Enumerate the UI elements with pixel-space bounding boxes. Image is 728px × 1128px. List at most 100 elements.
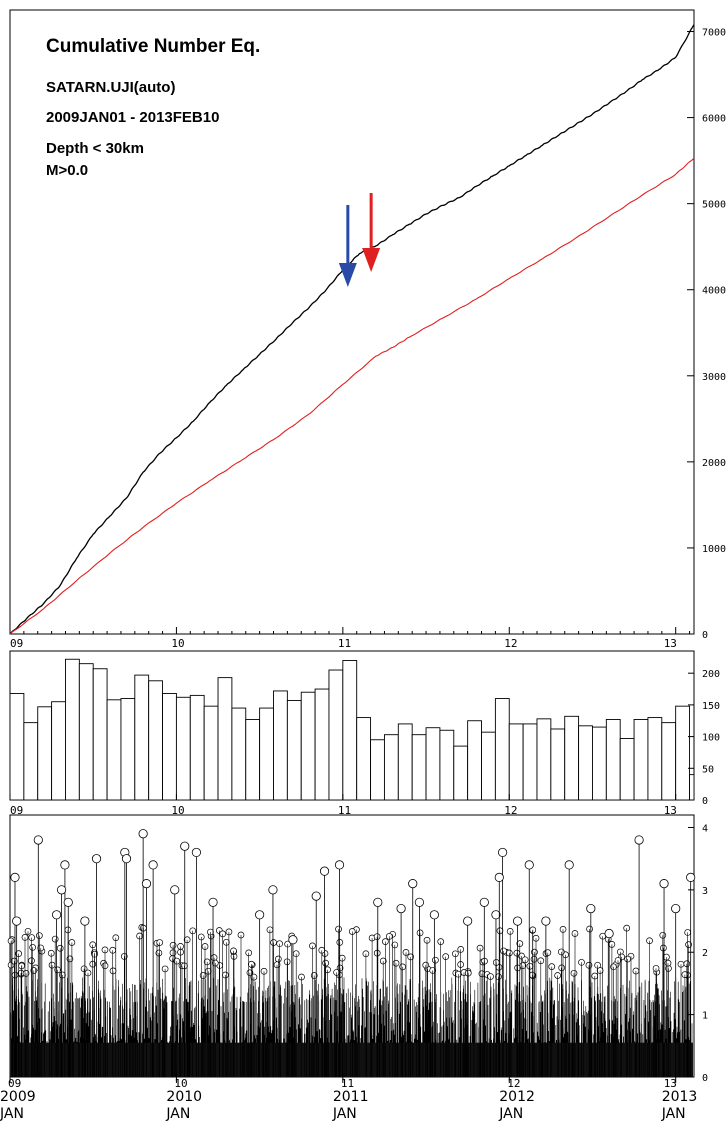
x-year-label: 2012: [499, 1089, 535, 1105]
histogram-bar: [148, 680, 163, 801]
y-tick-label: 0: [702, 630, 708, 641]
info-line-magnitude: M>0.0: [46, 162, 88, 179]
large-event-marker: [319, 866, 330, 876]
x-tick-label: 10: [171, 804, 184, 817]
large-event-marker: [170, 885, 180, 895]
cumulative-lines: [9, 24, 695, 635]
histogram-bar: [536, 718, 552, 801]
histogram-bar: [661, 722, 677, 801]
large-event-marker: [396, 903, 406, 914]
x-tick-label: 10: [174, 1077, 187, 1090]
histogram-bar: [259, 707, 274, 801]
arrow-head: [338, 263, 357, 287]
info-line-period: 2009JAN01 - 2013FEB10: [46, 109, 219, 126]
histogram-bar: [217, 677, 233, 801]
histogram-ticks: 0 50 100 150 200 09 10 11 12 13: [9, 669, 720, 817]
histogram-bar: [633, 719, 649, 801]
large-event-marker: [12, 916, 22, 926]
histogram-bar: [356, 717, 372, 801]
large-event-marker: [33, 835, 43, 845]
histogram-bar: [9, 693, 25, 801]
y-tick-label: 7000: [702, 28, 726, 39]
x-tick-label: 13: [664, 804, 677, 817]
y-tick-label: 1000: [702, 544, 726, 555]
histogram-bar: [231, 707, 247, 801]
y-tick-label: 200: [702, 669, 720, 680]
histogram-bar: [78, 663, 94, 801]
histogram-bar: [647, 717, 663, 801]
large-event-marker: [255, 910, 265, 920]
histogram-bar: [342, 660, 358, 801]
histogram-bar: [425, 727, 441, 801]
y-tick-label: 2000: [702, 458, 726, 469]
large-event-marker: [10, 872, 20, 882]
large-event-marker: [63, 897, 73, 907]
histogram-bar: [508, 723, 524, 801]
large-event-marker: [141, 879, 152, 889]
histogram-bars: [9, 658, 695, 801]
x-year-label: 2011: [333, 1089, 369, 1105]
histogram-bar: [189, 694, 205, 801]
histogram-bar: [605, 719, 621, 801]
histogram-bar: [592, 726, 607, 801]
y-tick-label: 0: [702, 1073, 708, 1084]
x-month-label: JAN: [165, 1106, 190, 1122]
y-tick-label: 0: [702, 796, 708, 807]
y-tick-label: 150: [702, 701, 720, 712]
y-tick-label: 3: [702, 886, 708, 897]
large-event-marker: [148, 860, 158, 870]
histogram-bar: [411, 734, 427, 801]
large-event-marker: [334, 860, 345, 870]
small-events: [7, 924, 693, 1077]
large-event-marker: [138, 829, 148, 839]
histogram-bar: [120, 698, 136, 801]
histogram-bar: [23, 722, 39, 801]
histogram-bar: [675, 705, 690, 801]
large-event-marker: [191, 847, 201, 858]
histogram-bar: [453, 745, 469, 801]
y-tick-label: 1: [702, 1011, 708, 1022]
large-event-marker: [541, 916, 551, 926]
histogram-bar: [286, 700, 302, 801]
histogram-bar: [92, 668, 108, 801]
y-tick-label: 4000: [702, 286, 726, 297]
large-event-marker: [414, 897, 425, 907]
large-event-marker: [268, 885, 278, 895]
x-tick-label: 10: [171, 637, 184, 650]
cumulative-panel: Cumulative Number Eq. SATARN.UJI(auto) 2…: [9, 9, 726, 650]
large-event-marker: [208, 897, 218, 907]
x-tick-label: 12: [504, 804, 517, 817]
large-event-marker: [51, 910, 62, 920]
event-arrows: [338, 193, 381, 287]
histogram-bar: [494, 698, 510, 801]
large-event-marker: [494, 872, 504, 882]
y-tick-label: 2: [702, 948, 708, 959]
large-event-marker: [512, 916, 523, 926]
x-tick-label: 11: [338, 637, 351, 650]
histogram-bar: [175, 696, 191, 801]
histogram-bar: [51, 701, 66, 801]
histogram-panel: 0 50 100 150 200 09 10 11 12 13: [9, 650, 720, 817]
x-tick-label: 09: [10, 804, 23, 817]
x-year-label: 2013: [662, 1089, 698, 1105]
arrow-head: [362, 248, 381, 272]
histogram-bar: [314, 688, 330, 801]
large-event-marker: [659, 879, 669, 889]
y-tick-label: 6000: [702, 114, 726, 125]
x-month-label: JAN: [0, 1106, 24, 1122]
histogram-bar: [134, 674, 150, 801]
cumulative-line-declustered: [9, 157, 695, 635]
y-tick-label: 3000: [702, 372, 726, 383]
large-event-marker: [586, 903, 596, 914]
cumulative-ticks: 0 1000 2000 3000 4000 5000 6000 7000 09 10 11 12 13: [9, 28, 726, 650]
histogram-bar: [578, 725, 593, 801]
large-event-marker: [91, 854, 102, 864]
large-event-marker: [498, 847, 508, 858]
large-event-marker: [60, 860, 70, 870]
large-event-marker: [479, 897, 489, 907]
large-event-marker: [491, 910, 501, 920]
histogram-bar: [383, 734, 399, 801]
y-tick-label: 100: [702, 733, 720, 744]
